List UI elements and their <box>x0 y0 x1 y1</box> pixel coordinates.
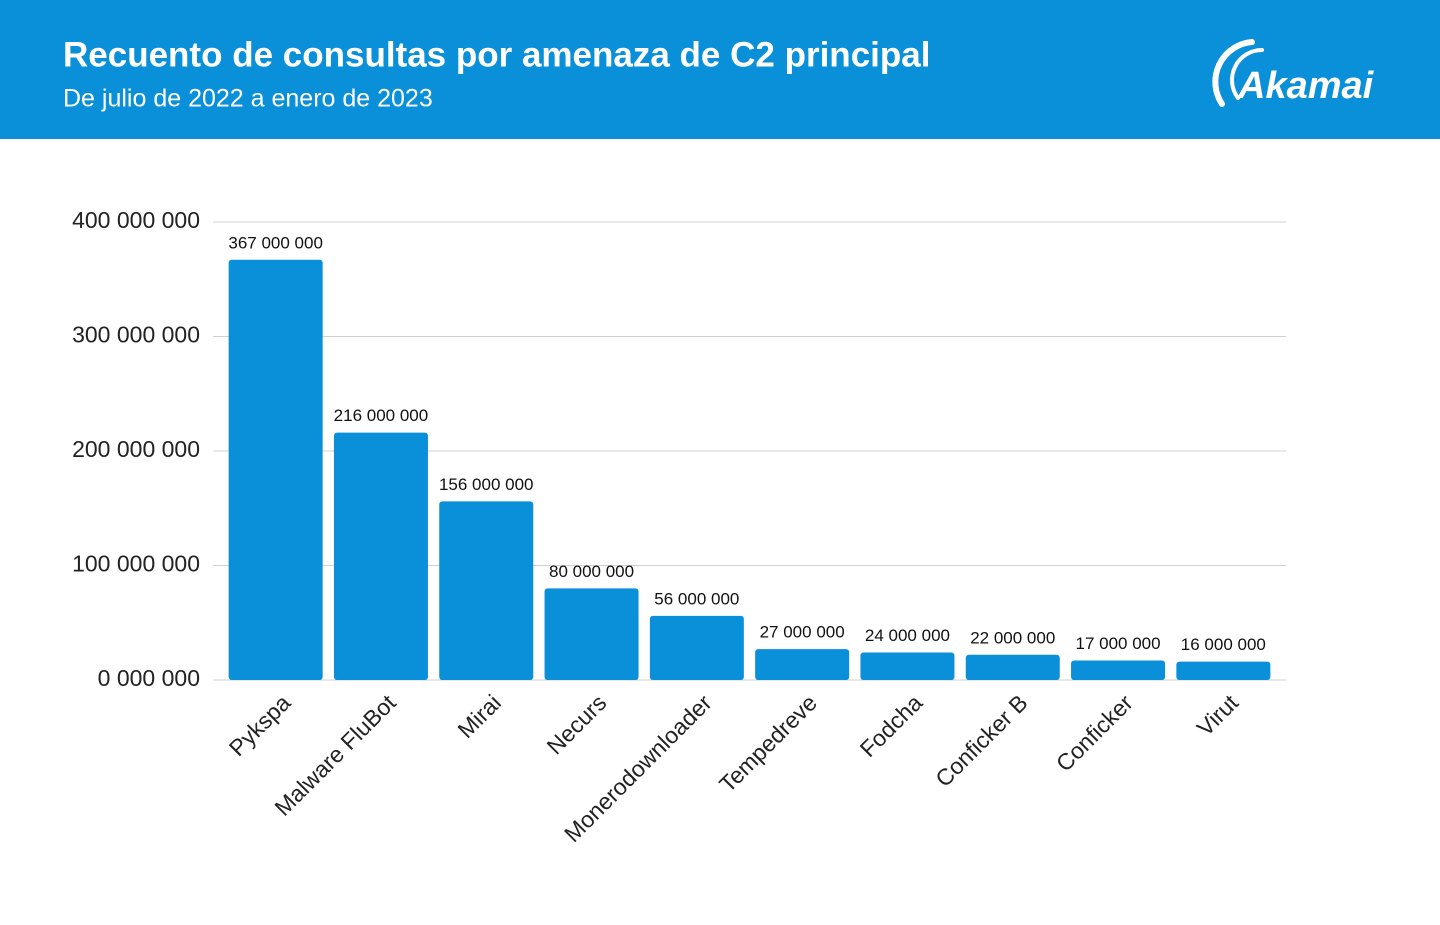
bar <box>965 654 1060 680</box>
value-label: 80 000 000 <box>549 562 634 581</box>
y-tick-label: 400 000 000 <box>72 207 200 233</box>
value-label: 27 000 000 <box>760 623 845 642</box>
y-tick-label: 300 000 000 <box>72 322 200 348</box>
value-label: 156 000 000 <box>439 475 534 494</box>
logo-arc <box>1212 39 1255 107</box>
chart-title: Recuento de consultas por amenaza de C2 … <box>63 35 930 74</box>
y-tick-label: 200 000 000 <box>72 436 200 462</box>
logo-text: Akamai <box>1237 65 1375 107</box>
x-tick-label: Tempedreve <box>714 689 822 797</box>
x-tick-label: Necurs <box>541 689 611 759</box>
x-tick-label: Mirai <box>452 689 506 743</box>
x-tick-label: Conficker B <box>930 689 1032 791</box>
logo: Akamai <box>1212 39 1375 107</box>
value-label: 16 000 000 <box>1181 635 1266 654</box>
bar <box>755 649 850 680</box>
value-label: 56 000 000 <box>654 589 739 608</box>
x-tick-label: Fodcha <box>855 689 928 762</box>
x-tick-label: Virut <box>1192 689 1244 741</box>
bar <box>649 615 744 680</box>
y-tick-label: 100 000 000 <box>72 551 200 577</box>
bar <box>333 432 428 680</box>
x-tick-label: Pykspa <box>224 689 296 761</box>
value-label: 24 000 000 <box>865 626 950 645</box>
value-label: 17 000 000 <box>1076 634 1161 653</box>
bar <box>1071 660 1166 680</box>
y-tick-label: 0 000 000 <box>98 665 200 691</box>
bar <box>860 652 955 680</box>
bar <box>228 259 323 680</box>
bar <box>1176 661 1271 680</box>
value-label: 367 000 000 <box>228 233 323 252</box>
logo-arc <box>1230 48 1264 100</box>
x-tick-label: Conficker <box>1051 689 1138 776</box>
value-label: 216 000 000 <box>334 406 429 425</box>
header-band <box>0 0 1440 139</box>
bar <box>439 501 534 680</box>
value-label: 22 000 000 <box>970 628 1055 647</box>
bar <box>544 588 639 680</box>
chart-subtitle: De julio de 2022 a enero de 2023 <box>63 85 433 113</box>
